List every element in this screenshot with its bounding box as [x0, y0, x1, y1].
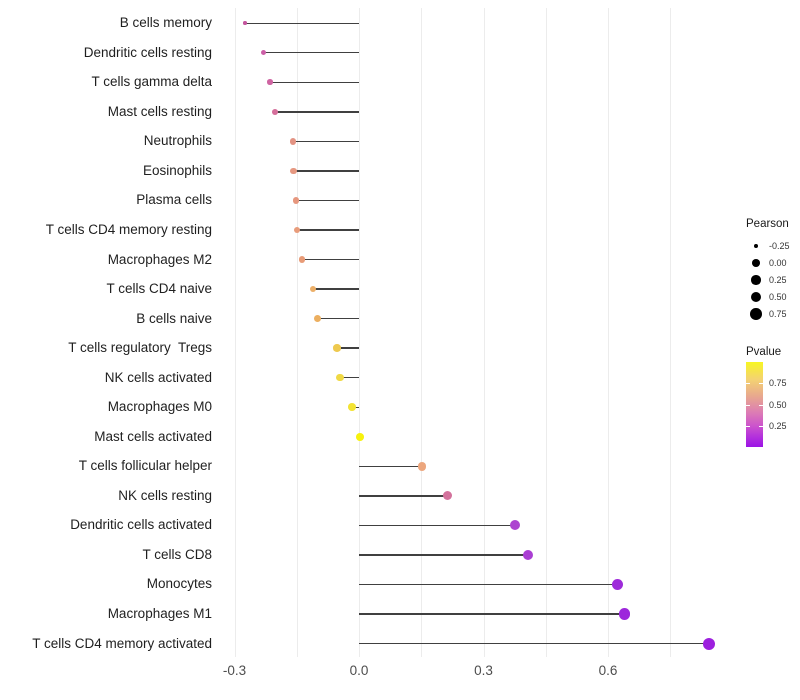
- pearson-legend-dot: [750, 291, 762, 303]
- x-axis-tick-label: 0.0: [349, 663, 369, 678]
- lollipop-dot: [267, 79, 273, 86]
- pearson-legend-dot: [751, 275, 761, 285]
- lollipop-stem: [244, 22, 359, 24]
- lollipop-stem: [302, 258, 359, 261]
- gridline: [359, 8, 360, 657]
- gridline: [670, 8, 672, 657]
- lollipop-dot: [243, 21, 247, 25]
- category-label: Monocytes: [146, 576, 212, 592]
- pvalue-gradient-bar: [746, 362, 763, 447]
- gridline: [483, 8, 485, 657]
- category-label: B cells naive: [136, 310, 212, 326]
- pvalue-legend-title: Pvalue: [746, 346, 782, 358]
- pvalue-bar-tick: [746, 404, 750, 406]
- lollipop-dot: [260, 50, 266, 56]
- pvalue-bar-tick: [746, 383, 750, 385]
- category-label: Neutrophils: [143, 133, 212, 149]
- lollipop-stem: [275, 111, 359, 113]
- pearson-legend-title: Pearson: [746, 218, 789, 230]
- lollipop-stem: [293, 170, 359, 172]
- lollipop-dot: [336, 373, 344, 382]
- lollipop-stem: [337, 347, 359, 349]
- category-label: Macrophages M1: [107, 606, 212, 621]
- category-label: T cells CD8: [142, 546, 212, 562]
- category-label: Mast cells activated: [94, 428, 212, 444]
- pearson-legend-label: -0.25: [769, 241, 790, 251]
- lollipop-dot: [309, 285, 317, 293]
- lollipop-stem: [312, 288, 359, 290]
- lollipop-dot: [292, 197, 300, 204]
- lollipop-dot: [522, 549, 533, 560]
- category-label: B cells memory: [119, 15, 212, 31]
- lollipop-stem: [359, 495, 448, 497]
- x-axis-tick-label: -0.3: [222, 663, 247, 678]
- lollipop-stem: [359, 613, 625, 615]
- lollipop-dot: [313, 315, 321, 323]
- x-axis-tick-label: 0.6: [598, 663, 618, 678]
- lollipop-stem: [359, 554, 528, 556]
- pearson-legend-dot: [753, 243, 759, 249]
- pvalue-bar-tick: [759, 404, 763, 406]
- pvalue-bar-tick: [759, 425, 763, 427]
- lollipop-dot: [611, 578, 623, 590]
- pearson-legend-label: 0.50: [769, 292, 787, 302]
- pearson-legend-dot: [752, 259, 760, 267]
- lollipop-stem: [359, 583, 618, 586]
- lollipop-stem: [297, 229, 359, 231]
- lollipop-dot: [618, 608, 630, 620]
- lollipop-dot: [702, 637, 715, 650]
- pvalue-legend-label: 0.50: [769, 399, 787, 410]
- pvalue-legend-label: 0.25: [769, 420, 787, 431]
- gridline: [296, 8, 298, 657]
- lollipop-dot: [290, 167, 297, 175]
- lollipop-stem: [359, 524, 516, 527]
- lollipop-dot: [443, 491, 453, 501]
- lollipop-stem: [295, 199, 359, 202]
- pearson-legend-dot: [750, 308, 762, 320]
- category-label: NK cells resting: [118, 487, 212, 503]
- category-label: T cells regulatory Tregs: [68, 340, 212, 356]
- pvalue-bar-tick: [759, 383, 763, 385]
- category-label: Dendritic cells resting: [83, 44, 212, 60]
- lollipop-stem: [270, 81, 359, 83]
- lollipop-stem: [317, 317, 359, 320]
- lollipop-dot: [348, 403, 356, 412]
- category-label: Eosinophils: [142, 162, 212, 178]
- x-axis-tick-label: 0.3: [474, 663, 493, 678]
- gridline: [234, 8, 236, 657]
- category-label: Macrophages M2: [107, 251, 212, 267]
- lollipop-dot: [333, 344, 341, 352]
- category-label: T cells CD4 memory resting: [45, 221, 212, 237]
- pearson-legend-label: 0.00: [769, 258, 787, 268]
- lollipop-stem: [293, 140, 359, 143]
- lollipop-stem: [359, 465, 423, 467]
- lollipop-stem: [339, 376, 359, 379]
- lollipop-stem: [263, 52, 359, 54]
- pvalue-legend-label: 0.75: [769, 378, 787, 389]
- pearson-legend-label: 0.25: [769, 275, 787, 285]
- category-label: T cells CD4 naive: [106, 281, 212, 297]
- category-label: Dendritic cells activated: [70, 517, 212, 533]
- lollipop-stem: [359, 642, 709, 645]
- category-label: T cells follicular helper: [78, 458, 212, 474]
- category-label: T cells CD4 memory activated: [32, 635, 212, 651]
- pvalue-bar-tick: [746, 425, 750, 427]
- gridline: [608, 8, 609, 657]
- gridline: [545, 8, 547, 657]
- lollipop-dot: [417, 461, 427, 471]
- lollipop-dot: [289, 138, 297, 145]
- lollipop-dot: [272, 108, 279, 115]
- lollipop-dot: [355, 432, 364, 441]
- pearson-legend-label: 0.75: [769, 309, 787, 319]
- lollipop-dot: [510, 520, 521, 531]
- category-label: NK cells activated: [104, 369, 212, 385]
- gridline: [421, 8, 423, 657]
- category-label: T cells gamma delta: [91, 74, 212, 90]
- category-label: Plasma cells: [136, 192, 212, 208]
- lollipop-dot: [293, 226, 301, 234]
- lollipop-dot: [298, 256, 306, 263]
- category-label: Mast cells resting: [107, 103, 212, 119]
- category-label: Macrophages M0: [107, 399, 212, 415]
